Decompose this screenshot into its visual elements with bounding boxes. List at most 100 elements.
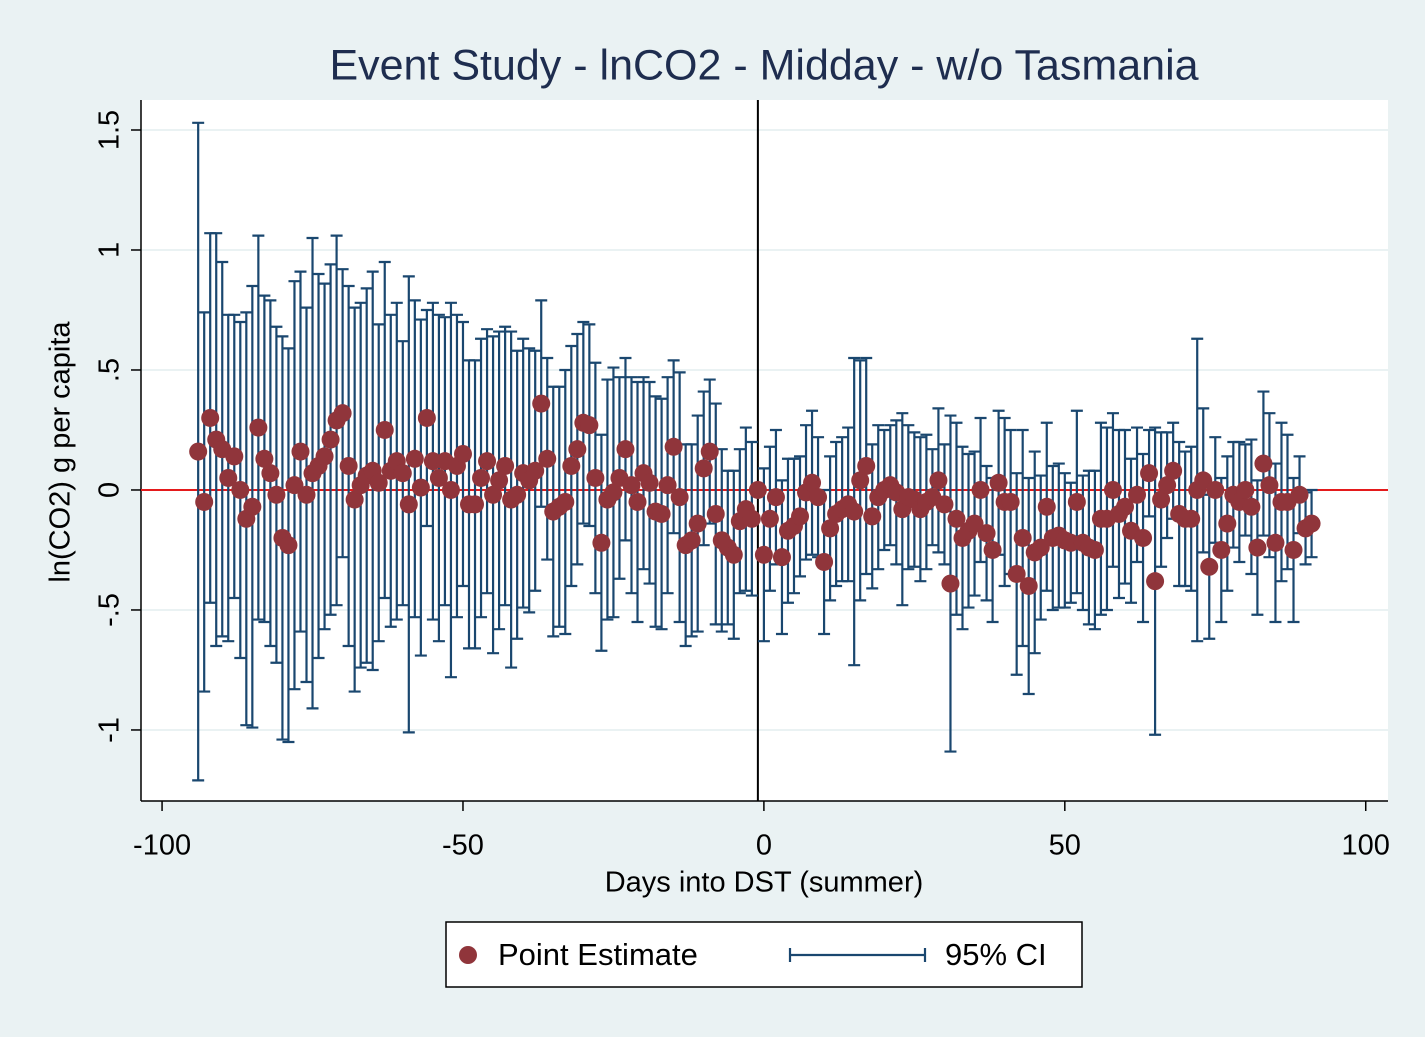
point — [965, 514, 984, 533]
point — [857, 456, 876, 475]
point — [1158, 476, 1177, 495]
point — [616, 440, 635, 459]
y-tick-label: -.5 — [94, 593, 126, 627]
point — [538, 449, 557, 468]
point — [411, 478, 430, 497]
point — [851, 471, 870, 490]
point — [1103, 480, 1122, 499]
point — [1218, 514, 1237, 533]
point — [1242, 497, 1261, 516]
point — [1260, 476, 1279, 495]
point — [742, 509, 761, 528]
point — [195, 492, 214, 511]
point — [496, 456, 515, 475]
point — [580, 416, 599, 435]
point — [1302, 514, 1321, 533]
point — [562, 456, 581, 475]
point — [652, 504, 671, 523]
point — [706, 504, 725, 523]
point — [405, 449, 424, 468]
point — [1013, 528, 1032, 547]
point — [1254, 454, 1273, 473]
point — [1085, 540, 1104, 559]
point — [971, 480, 990, 499]
y-tick-label: -1 — [94, 717, 126, 743]
y-tick-label: 1 — [94, 242, 126, 258]
point — [1266, 533, 1285, 552]
point — [754, 545, 773, 564]
point — [556, 492, 575, 511]
point — [1140, 464, 1159, 483]
point — [375, 420, 394, 439]
y-tick-label: 0 — [94, 482, 126, 498]
point — [1206, 480, 1225, 499]
point — [393, 464, 412, 483]
point — [1134, 528, 1153, 547]
point — [586, 468, 605, 487]
point — [1212, 540, 1231, 559]
chart-title: Event Study - lnCO2 - Midday - w/o Tasma… — [329, 41, 1198, 89]
legend-label: Point Estimate — [498, 937, 698, 972]
point — [1001, 492, 1020, 511]
point — [429, 468, 448, 487]
point — [694, 459, 713, 478]
x-tick-label: 100 — [1342, 830, 1390, 862]
point — [815, 552, 834, 571]
point — [1037, 497, 1056, 516]
point — [285, 476, 304, 495]
point — [772, 548, 791, 567]
point — [1284, 540, 1303, 559]
point — [267, 485, 286, 504]
point — [315, 447, 334, 466]
point — [1146, 572, 1165, 591]
point — [1128, 485, 1147, 504]
point — [760, 509, 779, 528]
point — [1019, 576, 1038, 595]
legend — [445, 921, 1083, 988]
point — [333, 404, 352, 423]
point — [664, 437, 683, 456]
point — [863, 507, 882, 526]
point — [399, 495, 418, 514]
point — [231, 480, 250, 499]
point — [791, 507, 810, 526]
point — [484, 485, 503, 504]
legend-marker — [459, 946, 477, 964]
point — [640, 473, 659, 492]
point — [225, 447, 244, 466]
point — [219, 468, 238, 487]
point — [321, 430, 340, 449]
point — [724, 545, 743, 564]
point — [1290, 485, 1309, 504]
point — [1115, 497, 1134, 516]
point — [201, 408, 220, 427]
y-tick-label: 1.5 — [94, 110, 126, 150]
point — [809, 488, 828, 507]
point — [249, 418, 268, 437]
point — [1031, 538, 1050, 557]
point — [989, 473, 1008, 492]
point — [1236, 480, 1255, 499]
point — [568, 440, 587, 459]
point — [478, 452, 497, 471]
point — [526, 461, 545, 480]
point — [592, 533, 611, 552]
point — [417, 408, 436, 427]
point — [1152, 490, 1171, 509]
point — [682, 531, 701, 550]
y-tick-label: .5 — [94, 358, 126, 382]
x-tick-label: 50 — [1049, 830, 1081, 862]
point — [339, 456, 358, 475]
point — [1194, 471, 1213, 490]
legend-marker — [788, 948, 927, 962]
point — [622, 476, 641, 495]
point — [532, 394, 551, 413]
point — [345, 490, 364, 509]
x-tick-label: -50 — [442, 830, 484, 862]
point — [941, 574, 960, 593]
point — [803, 473, 822, 492]
point — [1200, 557, 1219, 576]
point — [845, 502, 864, 521]
point — [1182, 509, 1201, 528]
